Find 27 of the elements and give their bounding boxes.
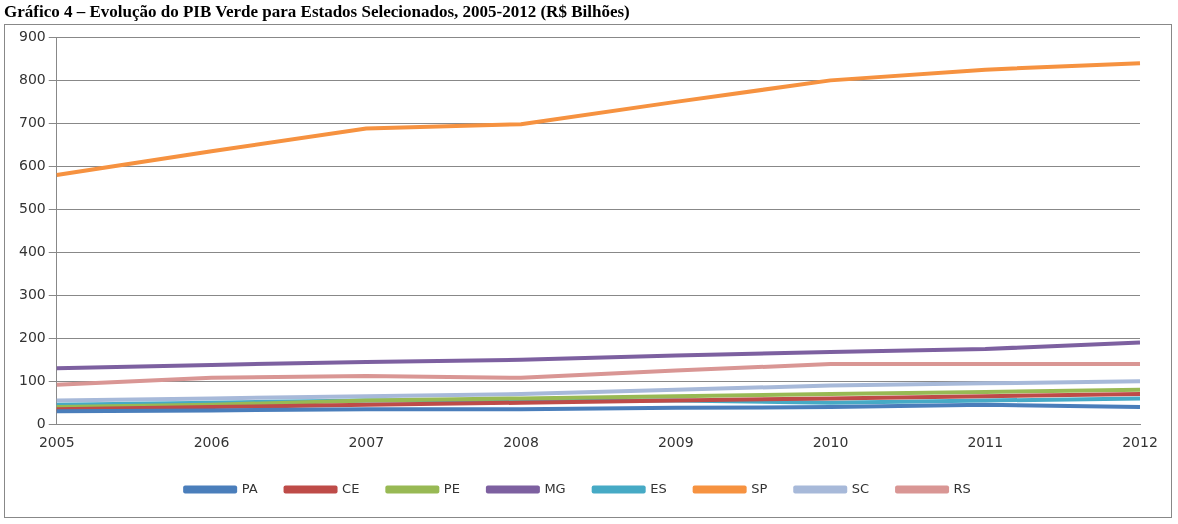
legend-label: ES	[650, 480, 667, 496]
legend-label: MG	[544, 480, 566, 496]
x-tick-label: 2005	[38, 434, 75, 451]
y-tick-label: 800	[18, 71, 46, 88]
y-tick-label: 700	[18, 114, 46, 130]
y-tick-label: 200	[18, 328, 46, 345]
y-tick-label: 600	[18, 156, 46, 173]
legend-label: RS	[953, 480, 971, 496]
x-tick-label: 2009	[657, 434, 694, 451]
y-tick-label: 300	[18, 285, 46, 302]
y-tick-label: 900	[18, 28, 46, 45]
y-tick-label: 100	[18, 371, 46, 388]
x-tick-label: 2006	[193, 434, 230, 451]
legend-label: PA	[241, 480, 258, 496]
x-tick-label: 2007	[348, 434, 385, 451]
y-tick-label: 400	[18, 242, 46, 259]
x-tick-label: 2011	[967, 434, 1004, 451]
x-tick-label: 2008	[503, 434, 539, 451]
y-tick-label: 0	[36, 414, 46, 431]
legend-label: SP	[751, 480, 768, 496]
legend-label: SC	[851, 480, 870, 496]
x-tick-label: 2012	[1122, 434, 1158, 451]
y-tick-label: 500	[18, 199, 46, 216]
legend-label: CE	[342, 480, 360, 496]
legend-label: PE	[443, 480, 460, 496]
x-tick-label: 2010	[812, 434, 849, 451]
chart-title: Gráfico 4 – Evolução do PIB Verde para Estados Selecionados, 2005-2012 (R$ Bilhões)	[3, 1, 631, 22]
